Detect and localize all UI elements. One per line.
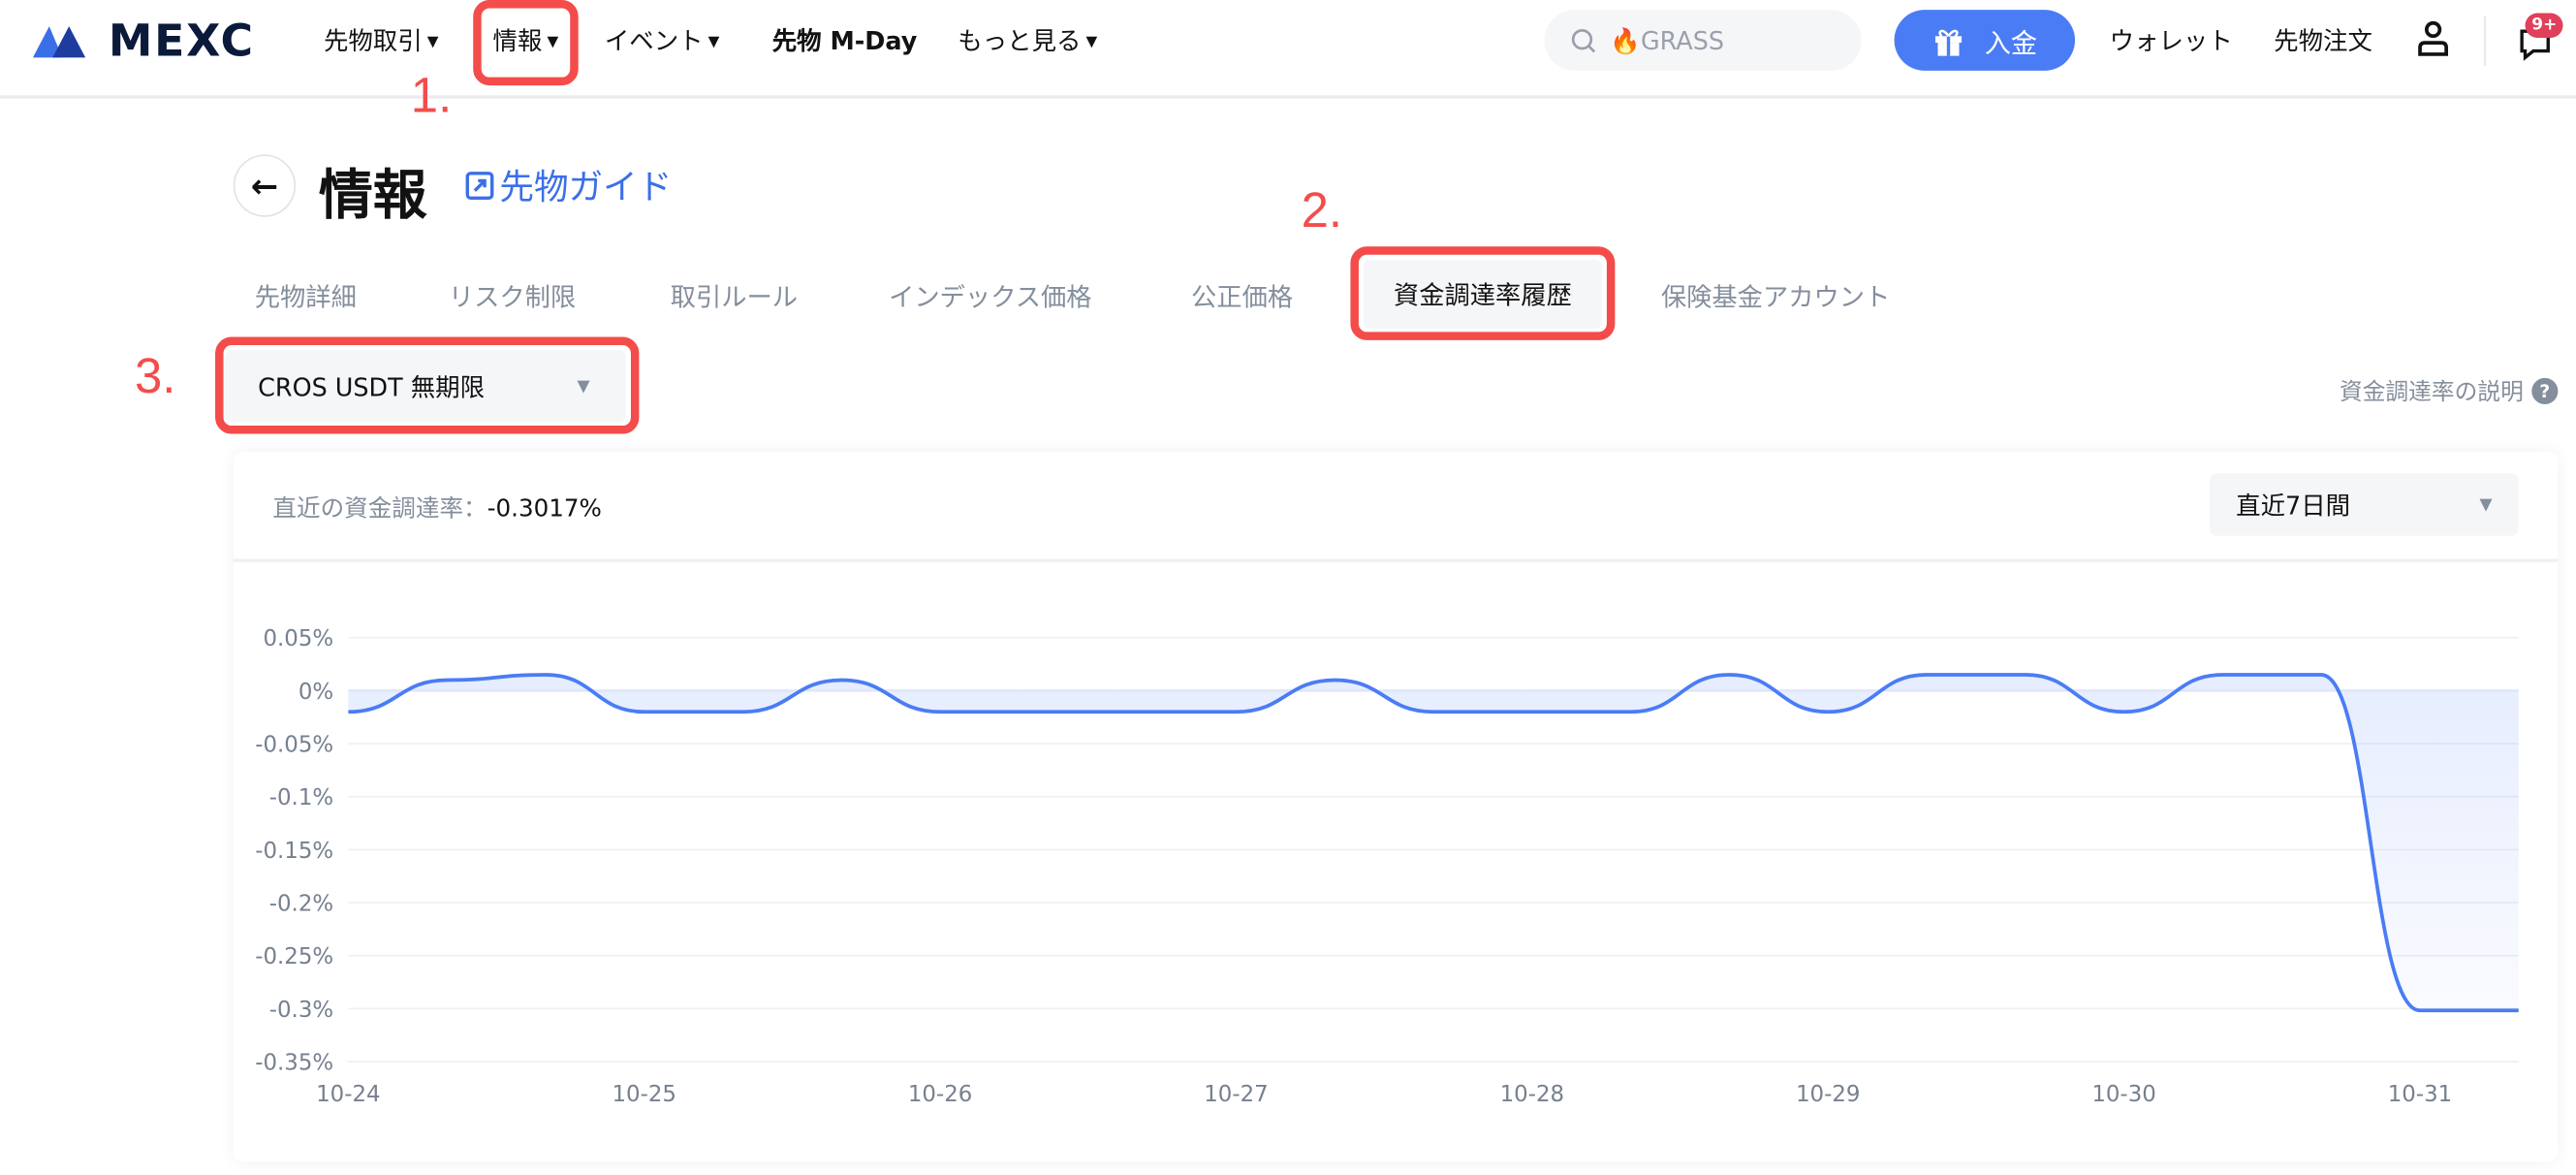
nav-events[interactable]: イベント ▼ [605,23,720,58]
mexc-logo-icon [32,26,86,58]
annotation-label-1: 1. [410,69,453,124]
guide-icon [465,172,494,200]
nav-label: 先物取引 [323,26,423,56]
period-select-value: 直近7日間 [2236,491,2351,521]
tab-index-price[interactable]: インデックス価格 [889,282,1092,313]
tab-funding-rate-history[interactable]: 資金調達率履歴 [1364,259,1602,330]
x-tick-label: 10-24 [316,1082,380,1107]
y-tick-label: -0.3% [269,998,333,1023]
page-title: 情報 [318,162,427,227]
deposit-label: 入金 [1984,26,2038,59]
series-line [348,673,2519,1013]
latest-rate-label: 直近の資金調達率： [272,495,487,524]
annotation-label-3: 3. [135,350,176,405]
caret-down-icon: ▼ [707,34,720,51]
nav-m-day[interactable]: 先物 M-Day [772,23,918,58]
caret-down-icon: ▼ [1085,34,1098,51]
y-tick-label: -0.2% [269,892,333,917]
caret-down-icon: ▼ [547,34,559,51]
tab-fair-price[interactable]: 公正価格 [1191,282,1294,313]
x-tick-label: 10-27 [1204,1082,1268,1107]
notification-badge: 9+ [2525,13,2564,38]
x-tick-label: 10-31 [2388,1082,2452,1107]
nav-label: もっと見る [958,26,1082,56]
x-tick-label: 10-29 [1796,1082,1860,1107]
tab-trading-rules[interactable]: 取引ルール [670,282,799,313]
wallet-link[interactable]: ウォレット [2109,26,2233,56]
y-tick-label: -0.35% [255,1051,333,1076]
x-tick-label: 10-28 [1500,1082,1564,1107]
area-fill [348,675,2519,1011]
guide-link-label: 先物ガイド [499,167,673,207]
help-icon: ? [2531,377,2559,405]
annotation-box-2 [1350,246,1616,340]
back-arrow-icon[interactable]: ← [233,154,297,217]
top-nav-bar: MEXC 先物取引 ▼ 情報 ▼ イベント ▼ 先物 M-Day もっと見る ▼ 🔥GR… [0,0,2576,99]
nav-more[interactable]: もっと見る ▼ [958,23,1097,58]
divider [2484,16,2486,66]
tab-futures-details[interactable]: 先物詳細 [254,282,357,313]
caret-down-icon: ▼ [2479,495,2493,514]
caret-down-icon: ▼ [426,34,439,51]
y-tick-label: -0.15% [255,839,333,864]
tab-risk-limit[interactable]: リスク制限 [448,282,577,313]
contract-select-value: CROS USDT 無期限 [258,371,486,402]
search-input[interactable]: 🔥GRASS [1544,10,1862,71]
latest-funding-rate: 直近の資金調達率：-0.3017% [272,490,601,524]
gift-icon [1934,28,1963,55]
card-divider [233,558,2559,561]
mexc-logo[interactable]: MEXC [30,16,255,67]
y-tick-label: -0.1% [269,785,333,810]
y-tick-label: -0.25% [255,944,333,969]
search-icon [1571,28,1596,52]
x-tick-label: 10-30 [2091,1082,2155,1107]
x-tick-label: 10-26 [908,1082,972,1107]
contract-select[interactable]: CROS USDT 無期限 ▼ [225,350,626,423]
funding-rate-card: 直近の資金調達率：-0.3017% 直近7日間 ▼ [233,452,2559,1162]
nav-futures-trading[interactable]: 先物取引 ▼ [324,23,439,58]
funding-rate-explanation-link[interactable]: 資金調達率の説明 ? [2339,375,2559,408]
tab-insurance-fund[interactable]: 保険基金アカウント [1660,282,1891,313]
nav-label: イベント [604,26,704,56]
x-tick-label: 10-25 [613,1082,676,1107]
search-placeholder: 🔥GRASS [1610,25,1724,55]
nav-label: 情報 [492,26,543,56]
caret-down-icon: ▼ [577,377,590,396]
y-tick-label: 0% [298,680,333,705]
messages-button[interactable]: 9+ [2519,13,2568,70]
annotation-box-3 [215,336,640,434]
user-icon[interactable] [2415,19,2451,59]
deposit-button[interactable]: 入金 [1894,10,2076,71]
y-tick-label: -0.05% [255,733,333,758]
nav-info[interactable]: 情報 ▼ [493,23,559,58]
futures-guide-link[interactable]: 先物ガイド [465,161,673,210]
latest-rate-value: -0.3017% [487,495,602,524]
nav-label: 先物 M-Day [771,26,918,56]
period-select[interactable]: 直近7日間 ▼ [2210,473,2519,536]
annotation-box-1 [473,0,579,86]
futures-orders-link[interactable]: 先物注文 [2274,26,2372,56]
y-tick-label: 0.05% [263,626,333,651]
explain-link-label: 資金調達率の説明 [2339,379,2524,406]
annotation-label-2: 2. [1301,183,1343,238]
logo-text: MEXC [108,16,255,67]
